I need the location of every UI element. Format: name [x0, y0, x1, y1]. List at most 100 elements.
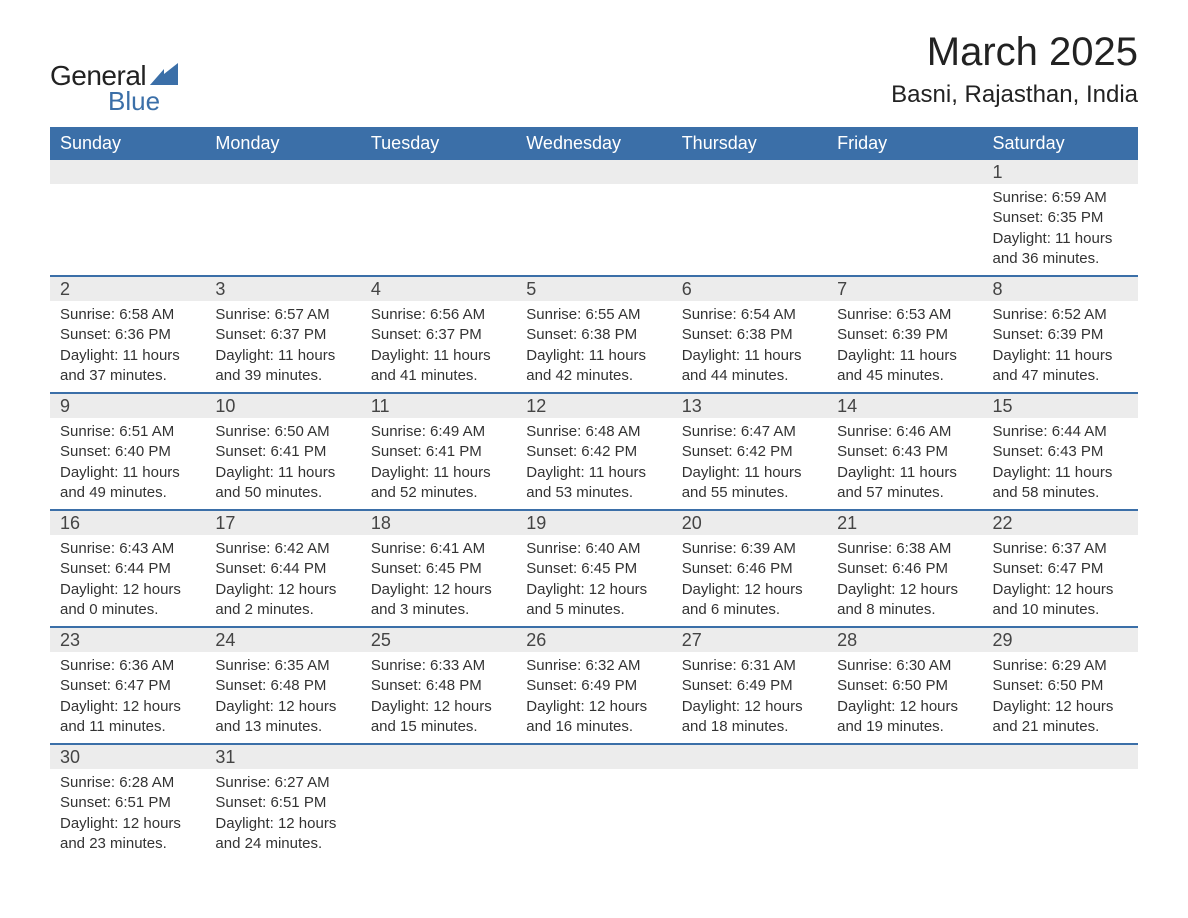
logo-text-blue: Blue: [108, 86, 160, 117]
calendar-cell: 6Sunrise: 6:54 AMSunset: 6:38 PMDaylight…: [672, 276, 827, 393]
day-data: Sunrise: 6:38 AMSunset: 6:46 PMDaylight:…: [827, 535, 982, 626]
day-dl1: Daylight: 12 hours: [993, 697, 1128, 717]
day-data: Sunrise: 6:48 AMSunset: 6:42 PMDaylight:…: [516, 418, 671, 509]
calendar-cell: [50, 160, 205, 276]
day-number: 12: [516, 394, 671, 418]
page-subtitle: Basni, Rajasthan, India: [891, 81, 1138, 109]
day-number: 26: [516, 628, 671, 652]
calendar-cell: 3Sunrise: 6:57 AMSunset: 6:37 PMDaylight…: [205, 276, 360, 393]
day-sunset: Sunset: 6:41 PM: [215, 442, 350, 462]
title-block: March 2025 Basni, Rajasthan, India: [891, 30, 1138, 109]
calendar-cell: 23Sunrise: 6:36 AMSunset: 6:47 PMDayligh…: [50, 627, 205, 744]
day-number: [205, 160, 360, 184]
day-dl1: Daylight: 11 hours: [526, 463, 661, 483]
calendar-cell: 14Sunrise: 6:46 AMSunset: 6:43 PMDayligh…: [827, 393, 982, 510]
day-dl2: and 55 minutes.: [682, 483, 817, 503]
day-sunrise: Sunrise: 6:54 AM: [682, 305, 817, 325]
day-number: 16: [50, 511, 205, 535]
day-number: 7: [827, 277, 982, 301]
day-sunrise: Sunrise: 6:27 AM: [215, 773, 350, 793]
day-data: Sunrise: 6:39 AMSunset: 6:46 PMDaylight:…: [672, 535, 827, 626]
day-dl2: and 42 minutes.: [526, 366, 661, 386]
day-data: [516, 769, 671, 849]
day-data: Sunrise: 6:54 AMSunset: 6:38 PMDaylight:…: [672, 301, 827, 392]
day-data: Sunrise: 6:46 AMSunset: 6:43 PMDaylight:…: [827, 418, 982, 509]
day-number: 1: [983, 160, 1138, 184]
day-data: [672, 184, 827, 264]
calendar-cell: 19Sunrise: 6:40 AMSunset: 6:45 PMDayligh…: [516, 510, 671, 627]
day-dl2: and 41 minutes.: [371, 366, 506, 386]
day-data: [827, 184, 982, 264]
calendar-week-row: 16Sunrise: 6:43 AMSunset: 6:44 PMDayligh…: [50, 510, 1138, 627]
day-sunset: Sunset: 6:42 PM: [526, 442, 661, 462]
day-data: [205, 184, 360, 264]
calendar-cell: 2Sunrise: 6:58 AMSunset: 6:36 PMDaylight…: [50, 276, 205, 393]
day-number: 17: [205, 511, 360, 535]
day-header: Saturday: [983, 127, 1138, 160]
calendar-cell: 16Sunrise: 6:43 AMSunset: 6:44 PMDayligh…: [50, 510, 205, 627]
day-sunset: Sunset: 6:49 PM: [526, 676, 661, 696]
calendar-cell: 8Sunrise: 6:52 AMSunset: 6:39 PMDaylight…: [983, 276, 1138, 393]
day-sunrise: Sunrise: 6:50 AM: [215, 422, 350, 442]
day-number: 29: [983, 628, 1138, 652]
calendar-cell: [361, 160, 516, 276]
day-dl2: and 2 minutes.: [215, 600, 350, 620]
day-sunrise: Sunrise: 6:59 AM: [993, 188, 1128, 208]
day-data: Sunrise: 6:57 AMSunset: 6:37 PMDaylight:…: [205, 301, 360, 392]
day-dl1: Daylight: 11 hours: [837, 463, 972, 483]
day-dl1: Daylight: 12 hours: [215, 814, 350, 834]
day-data: Sunrise: 6:44 AMSunset: 6:43 PMDaylight:…: [983, 418, 1138, 509]
page-title: March 2025: [891, 30, 1138, 75]
day-sunrise: Sunrise: 6:55 AM: [526, 305, 661, 325]
day-sunrise: Sunrise: 6:52 AM: [993, 305, 1128, 325]
day-number: 21: [827, 511, 982, 535]
day-header: Monday: [205, 127, 360, 160]
day-dl1: Daylight: 11 hours: [371, 346, 506, 366]
day-dl2: and 0 minutes.: [60, 600, 195, 620]
day-sunset: Sunset: 6:45 PM: [371, 559, 506, 579]
day-data: Sunrise: 6:29 AMSunset: 6:50 PMDaylight:…: [983, 652, 1138, 743]
day-sunset: Sunset: 6:47 PM: [60, 676, 195, 696]
day-data: Sunrise: 6:32 AMSunset: 6:49 PMDaylight:…: [516, 652, 671, 743]
day-dl2: and 21 minutes.: [993, 717, 1128, 737]
day-dl1: Daylight: 12 hours: [993, 580, 1128, 600]
day-dl2: and 15 minutes.: [371, 717, 506, 737]
day-data: [50, 184, 205, 264]
day-sunset: Sunset: 6:42 PM: [682, 442, 817, 462]
day-dl1: Daylight: 11 hours: [993, 463, 1128, 483]
calendar-cell: [827, 744, 982, 860]
day-number: 2: [50, 277, 205, 301]
day-data: Sunrise: 6:37 AMSunset: 6:47 PMDaylight:…: [983, 535, 1138, 626]
calendar-cell: 28Sunrise: 6:30 AMSunset: 6:50 PMDayligh…: [827, 627, 982, 744]
day-dl1: Daylight: 12 hours: [60, 814, 195, 834]
day-number: 11: [361, 394, 516, 418]
day-sunrise: Sunrise: 6:40 AM: [526, 539, 661, 559]
day-number: [516, 745, 671, 769]
day-number: 22: [983, 511, 1138, 535]
day-dl1: Daylight: 12 hours: [60, 580, 195, 600]
day-sunrise: Sunrise: 6:47 AM: [682, 422, 817, 442]
calendar-cell: [516, 744, 671, 860]
day-number: [827, 160, 982, 184]
calendar-cell: 5Sunrise: 6:55 AMSunset: 6:38 PMDaylight…: [516, 276, 671, 393]
day-sunrise: Sunrise: 6:46 AM: [837, 422, 972, 442]
day-data: Sunrise: 6:43 AMSunset: 6:44 PMDaylight:…: [50, 535, 205, 626]
day-sunset: Sunset: 6:48 PM: [215, 676, 350, 696]
day-data: Sunrise: 6:50 AMSunset: 6:41 PMDaylight:…: [205, 418, 360, 509]
day-sunset: Sunset: 6:39 PM: [993, 325, 1128, 345]
day-sunrise: Sunrise: 6:57 AM: [215, 305, 350, 325]
day-sunrise: Sunrise: 6:33 AM: [371, 656, 506, 676]
day-dl2: and 53 minutes.: [526, 483, 661, 503]
day-dl1: Daylight: 11 hours: [682, 463, 817, 483]
calendar-cell: [827, 160, 982, 276]
day-number: 24: [205, 628, 360, 652]
day-data: [361, 184, 516, 264]
day-number: 3: [205, 277, 360, 301]
day-sunset: Sunset: 6:47 PM: [993, 559, 1128, 579]
calendar-cell: 13Sunrise: 6:47 AMSunset: 6:42 PMDayligh…: [672, 393, 827, 510]
day-sunrise: Sunrise: 6:44 AM: [993, 422, 1128, 442]
day-dl1: Daylight: 11 hours: [993, 229, 1128, 249]
day-sunrise: Sunrise: 6:28 AM: [60, 773, 195, 793]
day-sunset: Sunset: 6:49 PM: [682, 676, 817, 696]
day-data: Sunrise: 6:58 AMSunset: 6:36 PMDaylight:…: [50, 301, 205, 392]
